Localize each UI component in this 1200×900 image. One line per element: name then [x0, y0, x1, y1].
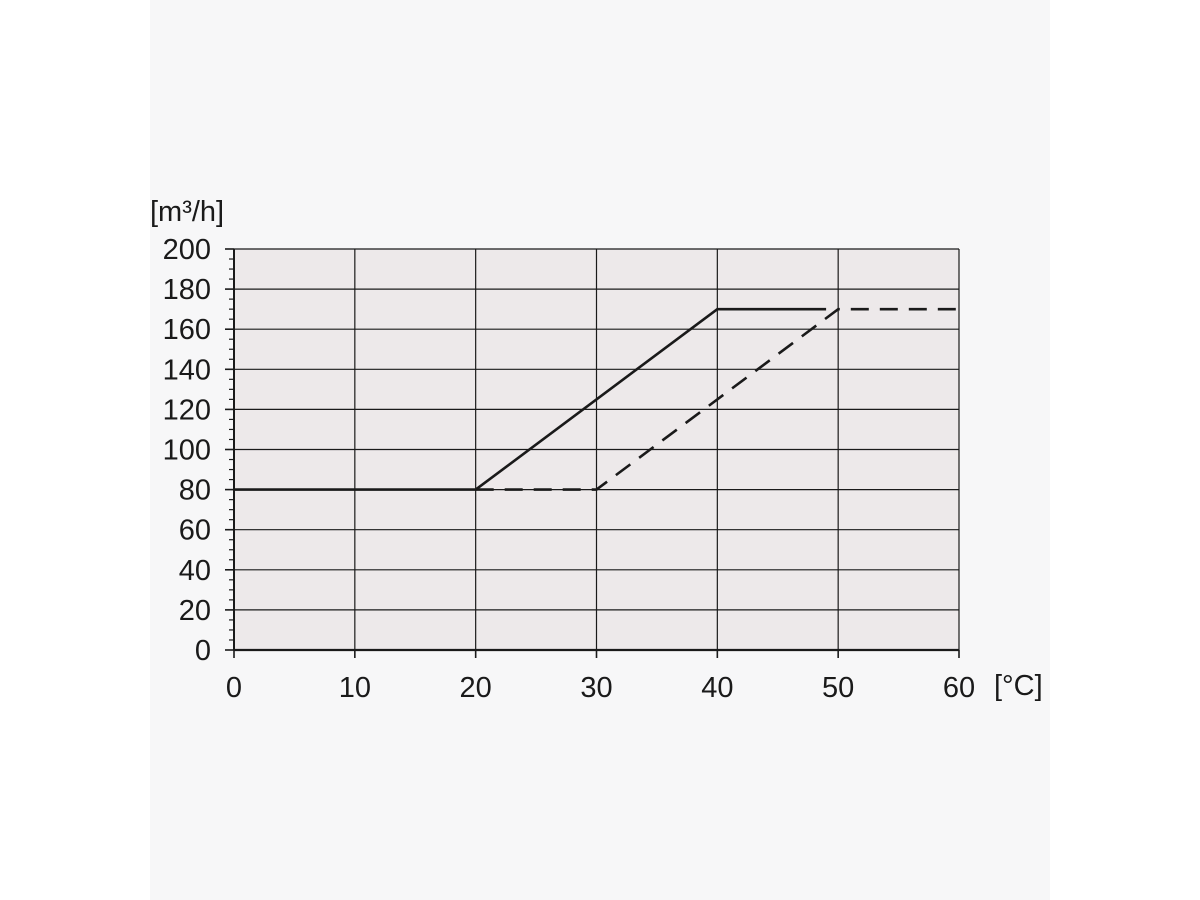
y-tick-label-20: 20 — [179, 595, 211, 627]
y-tick-label-60: 60 — [179, 515, 211, 547]
y-tick-label-0: 0 — [195, 635, 211, 667]
y-tick-label-180: 180 — [163, 274, 211, 306]
x-tick-label-10: 10 — [339, 672, 371, 704]
series-line-1-solid — [234, 307, 827, 491]
x-tick-labels: 0 10 20 30 40 50 60 — [226, 672, 975, 704]
y-tick-labels: 0 20 40 60 80 100 120 140 160 180 200 — [163, 234, 211, 667]
y-tick-label-200: 200 — [163, 234, 211, 266]
x-tick-label-30: 30 — [580, 672, 612, 704]
y-axis-label: [m³/h] — [150, 196, 224, 228]
x-tick-label-40: 40 — [701, 672, 733, 704]
y-tick-label-100: 100 — [163, 435, 211, 467]
x-tick-label-20: 20 — [460, 672, 492, 704]
y-tick-label-40: 40 — [179, 555, 211, 587]
y-tick-label-80: 80 — [179, 475, 211, 507]
x-tick-label-50: 50 — [822, 672, 854, 704]
y-tick-label-120: 120 — [163, 394, 211, 426]
x-axis-label: [°C] — [994, 670, 1043, 702]
y-tick-label-160: 160 — [163, 314, 211, 346]
x-tick-label-60: 60 — [943, 672, 975, 704]
y-tick-label-140: 140 — [163, 354, 211, 386]
data-series — [234, 307, 959, 491]
axes — [233, 249, 959, 652]
grid-lines — [234, 248, 960, 650]
series-line-2-dashed — [475, 307, 959, 491]
x-tick-label-0: 0 — [226, 672, 242, 704]
